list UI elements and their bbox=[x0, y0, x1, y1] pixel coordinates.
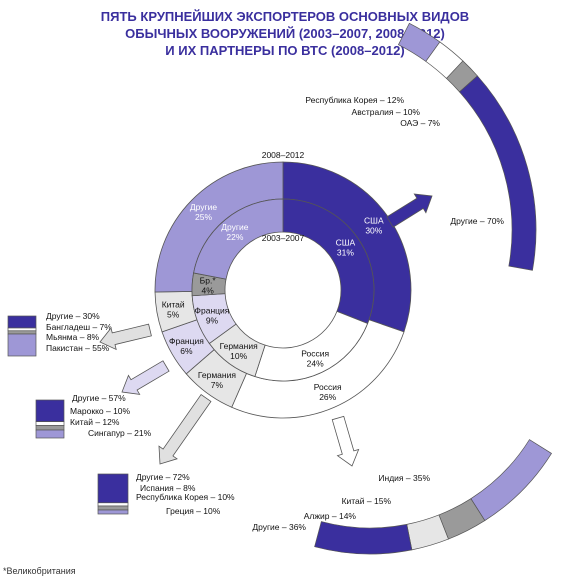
china-partner-label-3: Пакистан – 55% bbox=[46, 343, 110, 353]
france-partner-label-1: Марокко – 10% bbox=[70, 406, 131, 416]
ring-2003-2007-label-2: Германия 10% bbox=[220, 341, 259, 361]
ring-2003-2007-label-4: Бр.* 4% bbox=[200, 275, 217, 295]
usa-partners-seg-3 bbox=[459, 75, 537, 271]
germany-partner-label-0: Другие – 72% bbox=[136, 472, 190, 482]
china-partners-seg-0 bbox=[7, 315, 37, 329]
france-partner-label-0: Другие – 57% bbox=[72, 393, 126, 403]
france-partners-seg-2 bbox=[35, 425, 65, 431]
germany-partners-seg-1 bbox=[97, 502, 129, 507]
ring-2003-2007-label-0: США 31% bbox=[336, 238, 356, 258]
china-partner-label-1: Бангладеш – 7% bbox=[46, 322, 112, 332]
usa-arrow bbox=[386, 193, 433, 228]
china-arrow bbox=[99, 323, 152, 351]
usa-partner-label-1: Австралия – 10% bbox=[352, 107, 421, 117]
china-partners-seg-3 bbox=[7, 333, 37, 357]
footnote: *Великобритания bbox=[3, 566, 76, 576]
germany-partners-seg-3 bbox=[97, 509, 129, 515]
russia-partner-label-3: Другие – 36% bbox=[252, 522, 306, 532]
ring-2003-2007-slice-0 bbox=[282, 198, 375, 325]
china-partner-label-2: Мьянма – 8% bbox=[46, 332, 100, 342]
germany-partners-seg-0 bbox=[97, 473, 129, 504]
russia-partner-label-0: Индия – 35% bbox=[378, 473, 430, 483]
ring-2003-2007-slice-5 bbox=[193, 198, 284, 280]
russia-partners-seg-3 bbox=[314, 521, 413, 555]
germany-arrow bbox=[158, 394, 212, 465]
france-partners-seg-3 bbox=[35, 429, 65, 439]
china-partners-seg-1 bbox=[7, 327, 37, 332]
usa-partner-label-3: Другие – 70% bbox=[450, 216, 504, 226]
france-partner-label-3: Сингапур – 21% bbox=[88, 428, 152, 438]
germany-partner-label-3: Греция – 10% bbox=[166, 506, 221, 516]
ring-2003-2007-label-3: Франция 9% bbox=[195, 306, 230, 326]
title-line: ОБЫЧНЫХ ВООРУЖЕНИЙ (2003–2007, 2008–2012… bbox=[125, 26, 445, 41]
france-arrow bbox=[121, 360, 170, 395]
usa-partner-label-0: Республика Корея – 12% bbox=[305, 95, 404, 105]
france-partners-seg-0 bbox=[35, 399, 65, 423]
usa-partner-label-2: ОАЭ – 7% bbox=[400, 118, 440, 128]
china-partner-label-0: Другие – 30% bbox=[46, 311, 100, 321]
russia-partners-seg-0 bbox=[470, 439, 552, 522]
ring-2003-2007-label-1: Россия 24% bbox=[301, 348, 329, 368]
france-partners-seg-1 bbox=[35, 421, 65, 426]
ring-2008-2012-label-0: США 30% bbox=[364, 215, 384, 235]
ring-2008-2012-label-2: Германия 7% bbox=[198, 370, 237, 390]
ring-2008-2012-label-4: Китай 5% bbox=[162, 299, 185, 319]
germany-partners-seg-2 bbox=[97, 505, 129, 511]
ring-2003-2007-caption: 2003–2007 bbox=[262, 233, 305, 243]
ring-2008-2012-label-5: Другие 25% bbox=[190, 202, 217, 222]
china-partners-seg-2 bbox=[7, 330, 37, 335]
germany-partner-label-1: Испания – 8% bbox=[140, 483, 196, 493]
germany-partner-label-2: Республика Корея – 10% bbox=[136, 492, 235, 502]
france-partner-label-2: Китай – 12% bbox=[70, 417, 120, 427]
title-line: ПЯТЬ КРУПНЕЙШИХ ЭКСПОРТЕРОВ ОСНОВНЫХ ВИД… bbox=[100, 9, 470, 24]
russia-partner-label-1: Китай – 15% bbox=[342, 496, 392, 506]
ring-2003-2007-label-5: Другие 22% bbox=[221, 222, 248, 242]
russia-partner-label-2: Алжир – 14% bbox=[304, 511, 357, 521]
ring-2008-2012-caption: 2008–2012 bbox=[262, 150, 305, 160]
title-line: И ИХ ПАРТНЕРЫ ПО ВТС (2008–2012) bbox=[165, 43, 405, 58]
ring-2008-2012-label-1: Россия 26% bbox=[314, 382, 342, 402]
chart-title: ПЯТЬ КРУПНЕЙШИХ ЭКСПОРТЕРОВ ОСНОВНЫХ ВИД… bbox=[0, 8, 570, 59]
russia-arrow bbox=[331, 415, 360, 467]
ring-2008-2012-label-3: Франция 6% bbox=[169, 336, 204, 356]
